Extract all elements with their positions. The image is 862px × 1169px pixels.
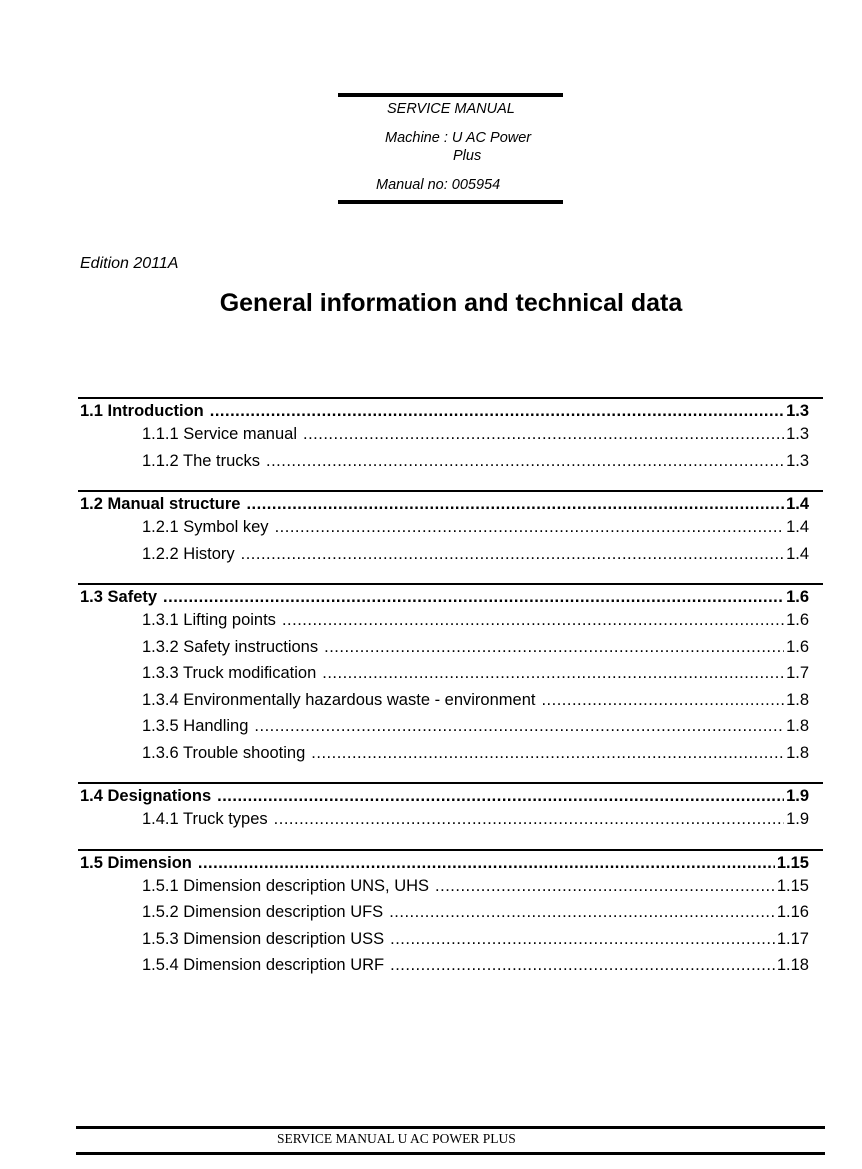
- toc-label: 1.2 Manual structure: [80, 495, 241, 513]
- toc-label: 1.3.2 Safety instructions: [142, 637, 319, 656]
- dot-leader: [282, 607, 784, 634]
- toc-label: 1.2.2 History: [142, 544, 235, 563]
- toc-page: 1.17: [776, 929, 809, 948]
- toc-item[interactable]: 1.2.2 History 1.4: [78, 541, 809, 568]
- toc-page: 1.6: [786, 588, 809, 606]
- toc-label: 1.2.1 Symbol key: [142, 518, 269, 536]
- toc-label: 1.4 Designations: [80, 787, 212, 805]
- toc-page: 1.6: [786, 637, 809, 656]
- header-machine: Machine : U AC Power: [385, 130, 532, 146]
- toc-item[interactable]: 1.3.2 Safety instructions 1.6: [78, 634, 809, 661]
- dot-leader: [246, 494, 784, 514]
- toc-label: 1.5.3 Dimension description USS: [142, 929, 385, 948]
- toc-section-heading[interactable]: 1.4 Designations 1.9: [78, 786, 809, 806]
- toc-page: 1.18: [776, 956, 809, 974]
- toc-label: 1.3.3 Truck modification: [142, 664, 317, 682]
- toc-label: 1.5.4 Dimension description URF: [142, 956, 385, 974]
- toc-section: 1.5 Dimension1.151.5.1 Dimension descrip…: [78, 848, 823, 979]
- dot-leader: [390, 926, 775, 953]
- header-machine-cont: Plus: [453, 148, 482, 164]
- toc-page: 1.3: [786, 451, 809, 470]
- dot-leader: [217, 786, 784, 806]
- toc-page: 1.8: [786, 743, 809, 762]
- toc-page: 1.8: [786, 690, 809, 709]
- toc-page: 1.4: [786, 495, 809, 513]
- toc-item[interactable]: 1.3.4 Environmentally hazardous waste - …: [78, 687, 809, 714]
- toc-page: 1.15: [776, 876, 809, 895]
- page-title: General information and technical data: [219, 289, 683, 317]
- toc-page: 1.6: [786, 611, 809, 629]
- toc-page: 1.15: [776, 853, 809, 872]
- toc-item[interactable]: 1.3.6 Trouble shooting 1.8: [78, 740, 809, 767]
- toc-item[interactable]: 1.4.1 Truck types 1.9: [78, 806, 809, 833]
- toc-page: 1.4: [786, 544, 809, 563]
- toc-item[interactable]: 1.5.3 Dimension description USS 1.17: [78, 926, 809, 953]
- dot-leader: [241, 541, 784, 568]
- dot-leader: [541, 687, 784, 714]
- toc-label: 1.1.1 Service manual: [142, 425, 298, 443]
- toc-label: 1.3.6 Trouble shooting: [142, 743, 306, 762]
- dot-leader: [303, 421, 784, 448]
- footer-text: SERVICE MANUAL U AC POWER PLUS: [277, 1131, 516, 1146]
- toc-label: 1.5.2 Dimension description UFS: [142, 903, 384, 921]
- table-of-contents: 1.1 Introduction1.31.1.1 Service manual1…: [78, 397, 823, 995]
- dot-leader: [324, 634, 784, 661]
- toc-section-heading[interactable]: 1.2 Manual structure 1.4: [78, 494, 809, 514]
- dot-leader: [390, 952, 775, 979]
- toc-label: 1.3.4 Environmentally hazardous waste - …: [142, 690, 536, 709]
- dot-leader: [275, 514, 785, 541]
- toc-page: 1.7: [786, 664, 809, 682]
- dot-leader: [274, 806, 784, 833]
- toc-page: 1.3: [786, 402, 809, 420]
- toc-page: 1.3: [786, 425, 809, 443]
- toc-section: 1.1 Introduction1.31.1.1 Service manual1…: [78, 397, 823, 474]
- toc-label: 1.4.1 Truck types: [142, 810, 268, 828]
- dot-leader: [435, 873, 775, 900]
- toc-label: 1.5 Dimension: [80, 853, 192, 872]
- toc-item[interactable]: 1.3.1 Lifting points 1.6: [78, 607, 809, 634]
- toc-page: 1.9: [786, 810, 809, 828]
- toc-page: 1.9: [786, 787, 809, 805]
- toc-item[interactable]: 1.3.5 Handling 1.8: [78, 713, 809, 740]
- toc-section: 1.4 Designations 1.9 1.4.1 Truck types 1.9: [78, 782, 823, 833]
- toc-label: 1.3.5 Handling: [142, 717, 249, 735]
- toc-label: 1.5.1 Dimension description UNS, UHS: [142, 876, 430, 895]
- toc-label: 1.3 Safety: [80, 588, 158, 606]
- edition: Edition 2011A: [80, 255, 179, 272]
- toc-label: 1.1 Introduction: [80, 402, 204, 420]
- toc-item[interactable]: 1.5.2 Dimension description UFS 1.16: [78, 899, 809, 926]
- toc-page: 1.16: [776, 903, 809, 921]
- dot-leader: [254, 713, 784, 740]
- toc-item[interactable]: 1.5.1 Dimension description UNS, UHS 1.15: [78, 873, 809, 900]
- toc-section: 1.2 Manual structure1.41.2.1 Symbol key1…: [78, 490, 823, 567]
- dot-leader: [198, 853, 775, 873]
- dot-leader: [266, 448, 784, 475]
- dot-leader: [210, 401, 784, 421]
- toc-item[interactable]: 1.2.1 Symbol key 1.4: [78, 514, 809, 541]
- toc-section-heading[interactable]: 1.5 Dimension 1.15: [78, 853, 809, 873]
- toc-page: 1.4: [786, 518, 809, 536]
- toc-item[interactable]: 1.1.2 The trucks 1.3: [78, 448, 809, 475]
- toc-section-heading[interactable]: 1.1 Introduction 1.3: [78, 401, 809, 421]
- header-manual-no: Manual no: 005954: [376, 177, 501, 193]
- toc-page: 1.8: [786, 717, 809, 735]
- toc-label: 1.3.1 Lifting points: [142, 611, 276, 629]
- toc-section-heading[interactable]: 1.3 Safety 1.6: [78, 587, 809, 607]
- toc-label: 1.1.2 The trucks: [142, 451, 261, 470]
- dot-leader: [163, 587, 784, 607]
- dot-leader: [311, 740, 784, 767]
- header-service-manual: SERVICE MANUAL: [387, 101, 515, 117]
- document-header-box: SERVICE MANUAL Machine : U AC Power Plus…: [338, 93, 563, 204]
- toc-section: 1.3 Safety1.61.3.1 Lifting points1.61.3.…: [78, 583, 823, 766]
- dot-leader: [389, 899, 775, 926]
- toc-item[interactable]: 1.3.3 Truck modification 1.7: [78, 660, 809, 687]
- toc-item[interactable]: 1.1.1 Service manual 1.3: [78, 421, 809, 448]
- page-footer: SERVICE MANUAL U AC POWER PLUS: [76, 1126, 825, 1155]
- dot-leader: [322, 660, 784, 687]
- toc-item[interactable]: 1.5.4 Dimension description URF 1.18: [78, 952, 809, 979]
